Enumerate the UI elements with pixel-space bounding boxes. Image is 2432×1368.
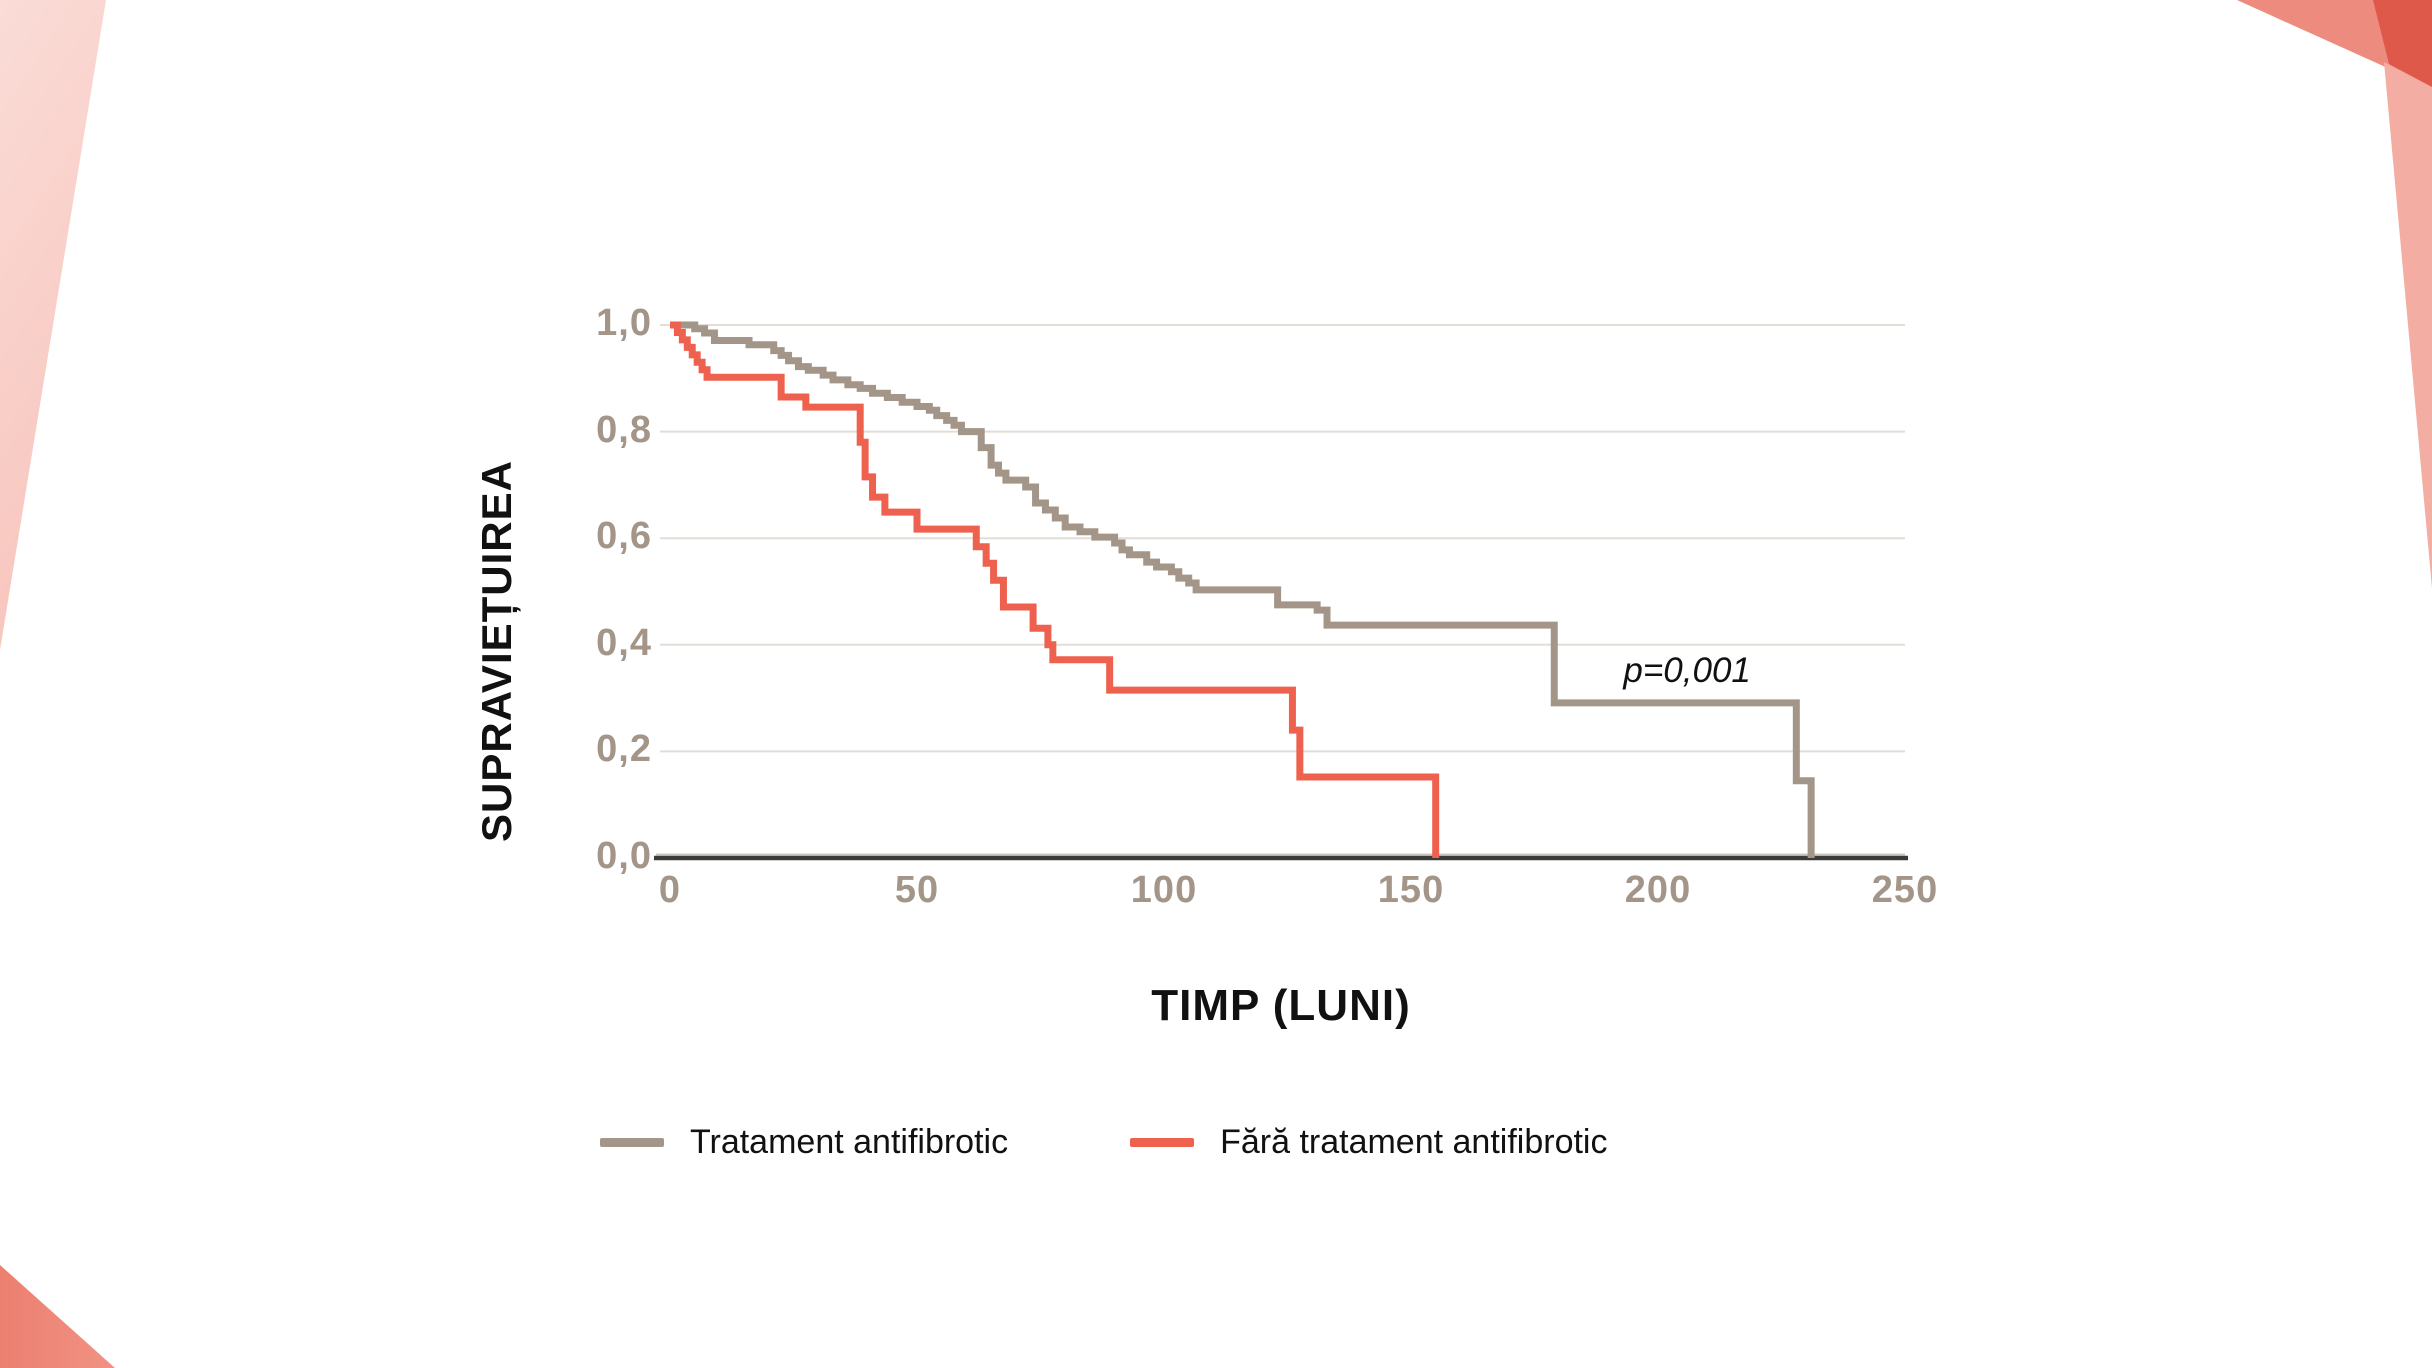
y-axis-title: SUPRAVIEȚUIREA bbox=[473, 460, 520, 842]
bottom-left-salmon-triangle bbox=[0, 1265, 115, 1368]
y-tick-label-0,6: 0,6 bbox=[596, 514, 652, 557]
legend-item-treated: Tratament antifibrotic bbox=[600, 1123, 1008, 1162]
legend-item-untreated: Fără tratament antifibrotic bbox=[1130, 1123, 1607, 1162]
x-tick-label-150: 150 bbox=[1377, 869, 1445, 911]
y-tick-label-1,0: 1,0 bbox=[596, 301, 652, 344]
top-left-pink-wedge bbox=[0, 0, 106, 650]
x-tick-label-0: 0 bbox=[658, 869, 682, 911]
survival-curve-0 bbox=[670, 321, 1815, 858]
legend-label-untreated: Fără tratament antifibrotic bbox=[1220, 1122, 1608, 1161]
x-tick-label-50: 50 bbox=[894, 869, 940, 911]
p-value-annotation: p=0,001 bbox=[1623, 651, 1751, 691]
legend-label-treated: Tratament antifibrotic bbox=[690, 1122, 1009, 1161]
x-tick-label-200: 200 bbox=[1624, 869, 1692, 911]
y-tick-label-0,2: 0,2 bbox=[596, 728, 652, 771]
legend-swatch-untreated bbox=[1130, 1137, 1195, 1147]
survival-curve-1 bbox=[670, 321, 1440, 858]
x-tick-label-100: 100 bbox=[1130, 869, 1198, 911]
y-tick-label-0,8: 0,8 bbox=[596, 408, 652, 451]
x-tick-label-250: 250 bbox=[1871, 869, 1939, 911]
top-right-dark-red-corner bbox=[2373, 0, 2432, 87]
legend-swatch-treated bbox=[600, 1137, 664, 1147]
top-right-pink-sliver bbox=[2384, 62, 2432, 588]
x-axis-title: TIMP (LUNI) bbox=[1151, 981, 1411, 1030]
y-tick-label-0,0: 0,0 bbox=[596, 834, 652, 877]
chart-legend: Tratament antifibrotic Fără tratament an… bbox=[600, 1114, 1607, 1170]
y-tick-label-0,4: 0,4 bbox=[596, 621, 652, 664]
